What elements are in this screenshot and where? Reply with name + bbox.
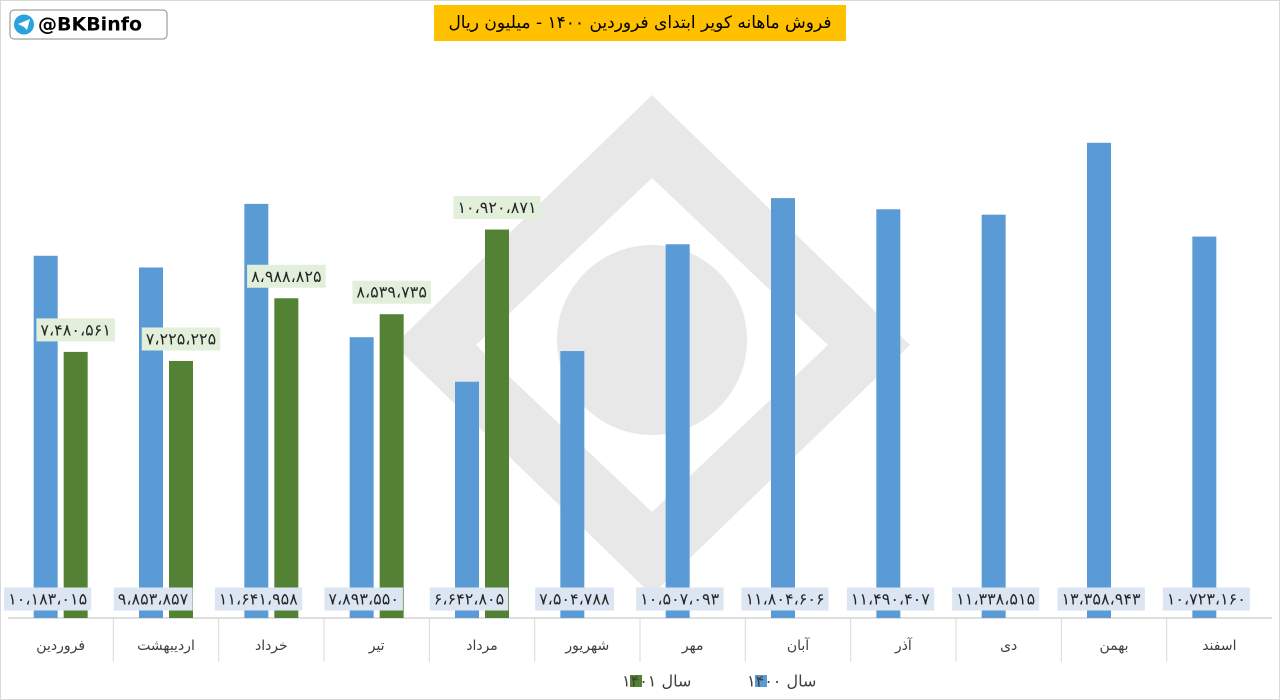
value-label: ۱۳،۳۵۸،۹۴۳ bbox=[1061, 590, 1140, 609]
bar bbox=[981, 214, 1006, 618]
legend-label: سال ۱۴۰۰ bbox=[747, 672, 816, 691]
value-label: ۷،۵۰۴،۷۸۸ bbox=[539, 590, 610, 609]
value-label-bg bbox=[352, 280, 431, 304]
source-badge bbox=[9, 9, 168, 40]
x-tick-label: تیر bbox=[368, 638, 385, 654]
x-tick-label: دی bbox=[1000, 638, 1017, 654]
bar bbox=[169, 360, 193, 618]
legend-label: سال ۱۴۰۱ bbox=[622, 672, 691, 691]
bar bbox=[485, 229, 509, 618]
bar bbox=[1192, 236, 1217, 618]
value-label-bg bbox=[1057, 587, 1145, 611]
bar bbox=[455, 381, 479, 618]
bar bbox=[560, 351, 585, 618]
value-label-bg bbox=[4, 587, 92, 611]
bar bbox=[139, 267, 163, 618]
x-tick-label: اردیبهشت bbox=[137, 638, 195, 654]
bar bbox=[349, 337, 374, 618]
value-label: ۸،۹۸۸،۸۲۵ bbox=[251, 267, 321, 286]
x-tick-label: اسفند bbox=[1202, 638, 1236, 654]
x-tick-label: آبان bbox=[787, 637, 810, 654]
value-label: ۱۱،۸۰۴،۶۰۶ bbox=[745, 590, 824, 609]
value-label-bg bbox=[141, 327, 221, 351]
value-label-bg bbox=[36, 318, 115, 342]
value-label: ۱۱،۶۴۱،۹۵۸ bbox=[219, 590, 298, 609]
bar bbox=[1087, 142, 1111, 618]
bar bbox=[771, 198, 795, 618]
value-label-bg bbox=[636, 587, 724, 611]
value-label: ۷،۴۸۰،۵۶۱ bbox=[40, 320, 110, 339]
value-label-bg bbox=[324, 587, 403, 611]
value-label: ۱۱،۳۳۸،۵۱۵ bbox=[956, 590, 1035, 609]
telegram-plane bbox=[18, 19, 30, 30]
value-label: ۱۰،۵۰۷،۰۹۳ bbox=[640, 590, 719, 609]
value-label: ۹،۸۵۳،۸۵۷ bbox=[118, 590, 189, 609]
x-tick-label: خرداد bbox=[255, 638, 288, 654]
legend-swatch bbox=[630, 675, 642, 687]
value-label: ۱۰،۱۸۳،۰۱۵ bbox=[8, 590, 87, 609]
value-label-bg bbox=[113, 587, 193, 611]
value-label-bg bbox=[952, 587, 1040, 611]
value-label-bg bbox=[247, 264, 326, 288]
bar bbox=[244, 203, 269, 619]
value-label-bg bbox=[846, 587, 935, 611]
value-label-bg bbox=[214, 587, 303, 611]
value-label: ۷،۸۹۳،۵۵۰ bbox=[328, 590, 398, 609]
source-label: @BKBinfo bbox=[38, 14, 142, 36]
value-label-bg bbox=[453, 196, 541, 220]
bar bbox=[63, 351, 88, 618]
value-label: ۱۱،۴۹۰،۴۰۷ bbox=[851, 590, 930, 609]
value-label-bg bbox=[535, 587, 614, 611]
bar bbox=[274, 298, 299, 618]
value-label: ۷،۲۲۵،۲۲۵ bbox=[146, 329, 216, 348]
bar bbox=[33, 255, 58, 618]
x-tick-label: فروردین bbox=[36, 638, 85, 654]
x-tick-label: بهمن bbox=[1099, 638, 1128, 654]
value-label: ۱۰،۷۲۳،۱۶۰ bbox=[1167, 590, 1246, 609]
bar bbox=[379, 314, 404, 618]
bar bbox=[876, 209, 901, 618]
title-box bbox=[434, 5, 846, 41]
value-label-bg bbox=[741, 587, 829, 611]
x-tick-label: مرداد bbox=[466, 638, 498, 654]
value-label-bg bbox=[429, 587, 509, 611]
value-label: ۸،۵۳۹،۷۳۵ bbox=[356, 283, 426, 302]
legend-swatch bbox=[755, 675, 767, 687]
x-tick-label: آذر bbox=[894, 637, 913, 654]
chart-title: فروش ماهانه کویر ابتدای فروردین ۱۴۰۰ - م… bbox=[448, 13, 831, 33]
value-label-bg bbox=[1162, 587, 1250, 611]
value-label: ۱۰،۹۲۰،۸۷۱ bbox=[457, 198, 536, 217]
value-label: ۶،۶۴۲،۸۰۵ bbox=[434, 590, 504, 609]
x-tick-label: شهریور bbox=[564, 638, 609, 654]
bar bbox=[665, 244, 690, 619]
x-tick-label: مهر bbox=[681, 638, 704, 654]
